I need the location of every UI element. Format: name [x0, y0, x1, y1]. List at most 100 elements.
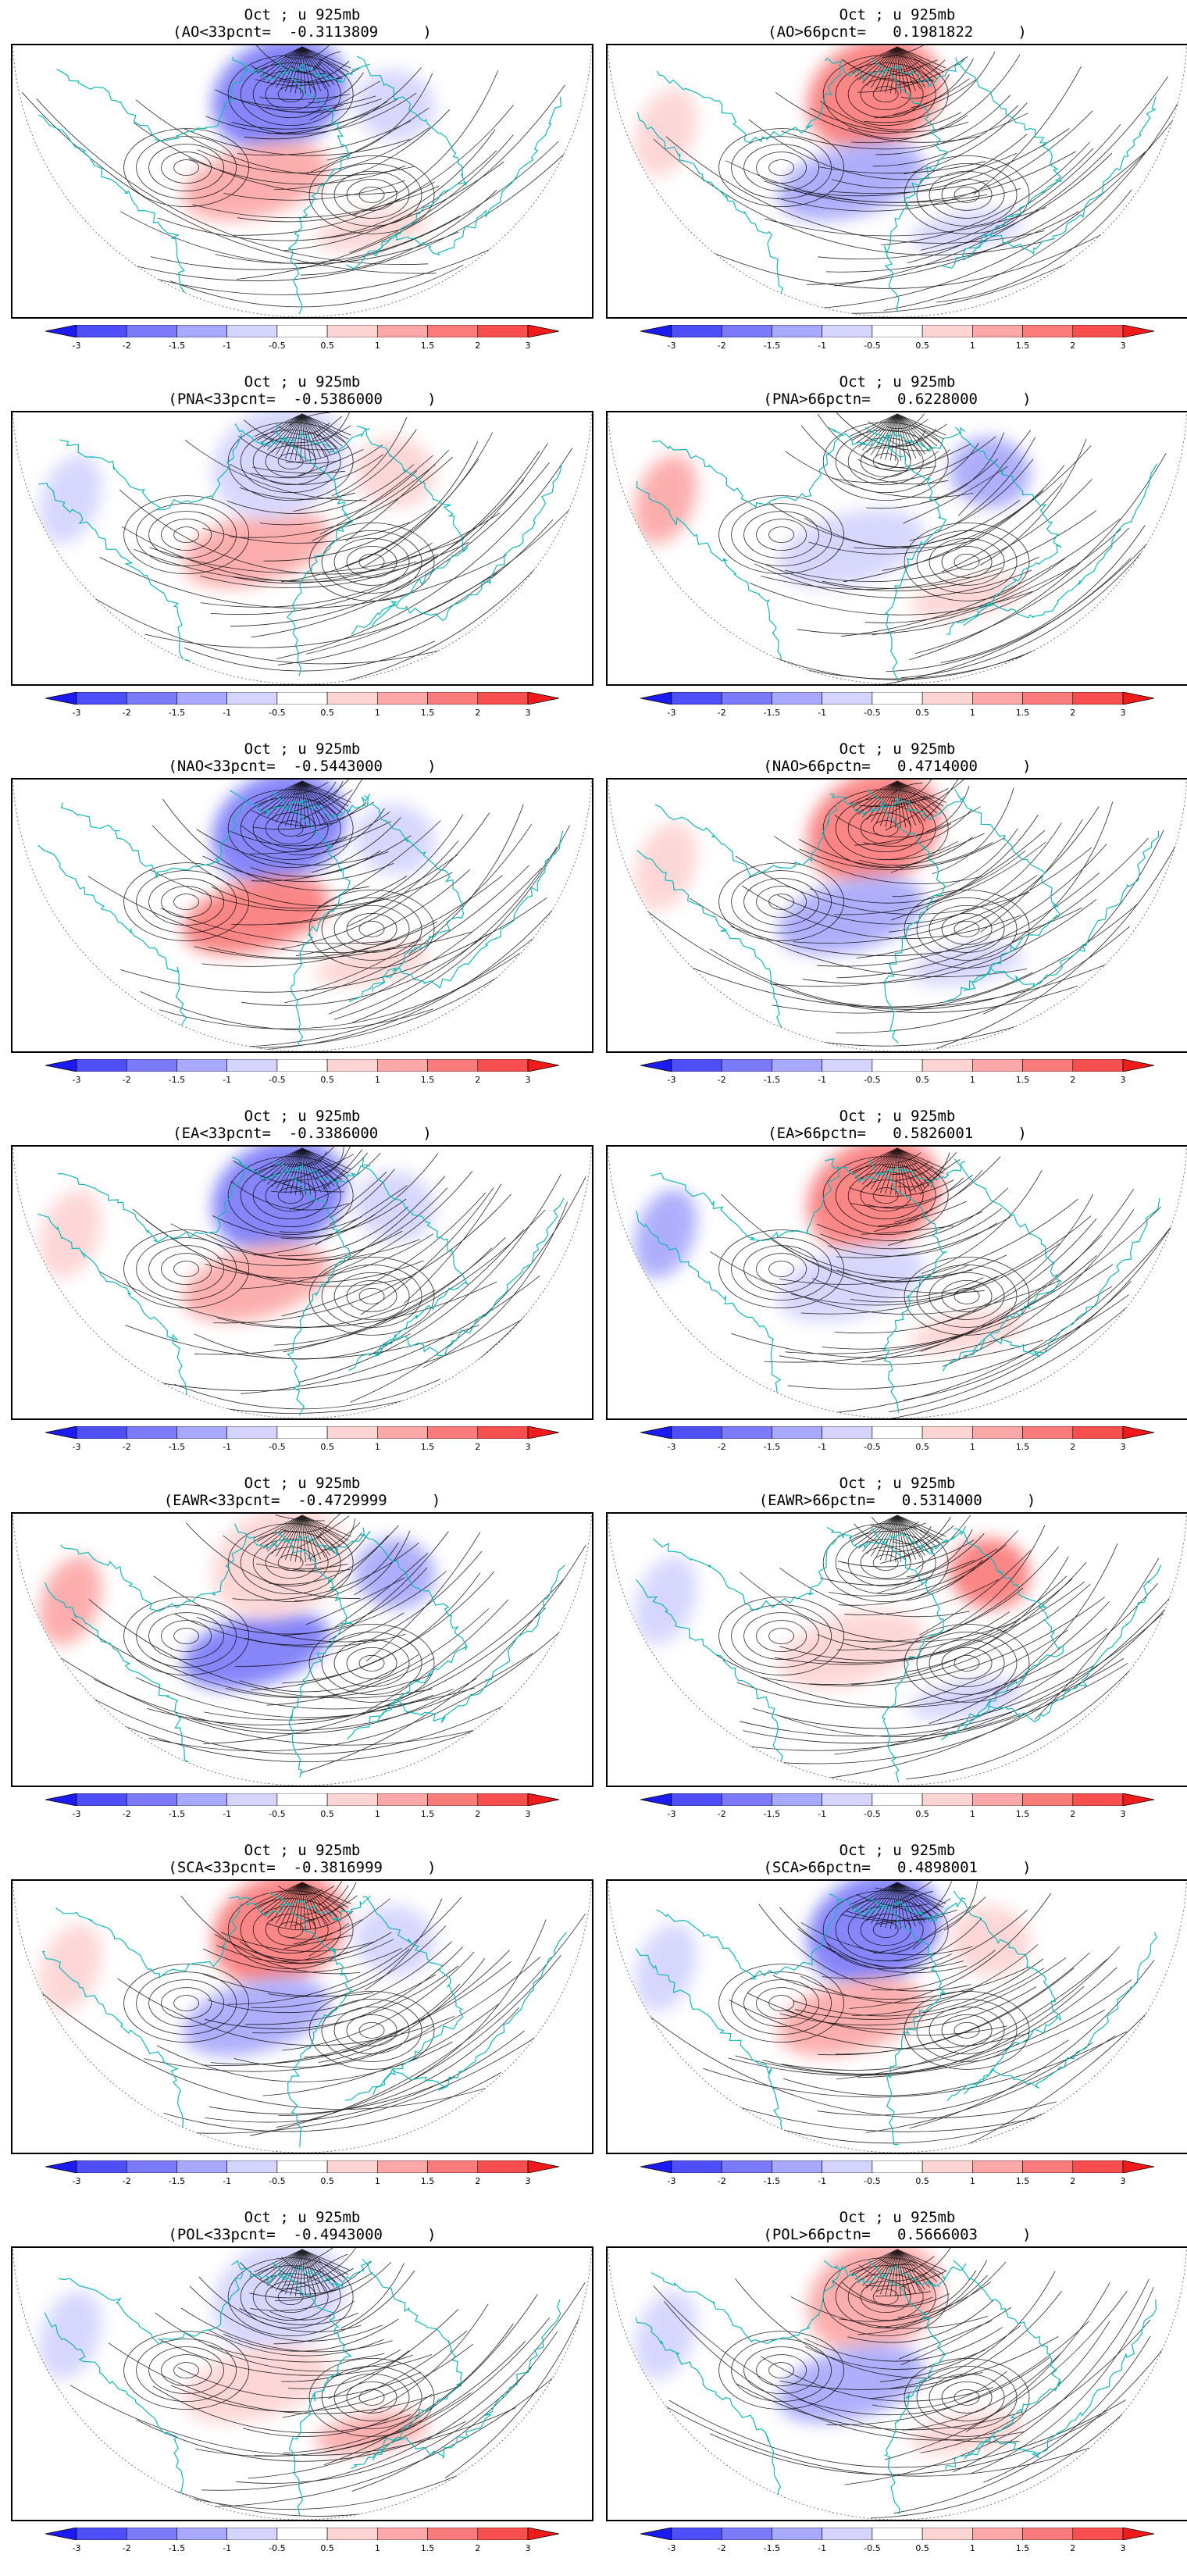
colorbar-tick-label: -0.5 [269, 1075, 286, 1085]
map-panel: Oct ; u 925mb (EAWR<33pcnt= -0.4729999 ) -… [11, 1475, 594, 1842]
colorbar-bin [427, 2160, 479, 2174]
colorbar-tick-label: 2 [475, 1442, 481, 1452]
colorbar-tick-label: 0.5 [915, 1442, 929, 1452]
colorbar-tick-label: -1 [818, 2176, 827, 2186]
colorbar-bin [477, 2160, 529, 2174]
panel-title-line2: (NAO>66pctn= 0.4714000 ) [763, 758, 1032, 775]
panel-title-line2: (AO>66pcnt= 0.1981822 ) [768, 23, 1027, 41]
coastlines [37, 790, 564, 1046]
colorbar-bin [326, 691, 378, 705]
streamline-map [606, 1512, 1187, 1787]
colorbar-tick-label: 3 [525, 1075, 531, 1085]
colorbar-tick-label: -2 [122, 341, 131, 351]
colorbar-bin [772, 1058, 822, 1072]
colorbar-bin [126, 1793, 177, 1807]
colorbar-tick-label: -3 [72, 1075, 81, 1085]
colorbar-tick-label: -1 [818, 1075, 827, 1085]
colorbar-tick-label: -3 [667, 1075, 676, 1085]
colorbar-bin [126, 324, 177, 338]
panel-title-line2: (EAWR>66pctn= 0.5314000 ) [758, 1492, 1036, 1509]
colorbar-bin [671, 1058, 722, 1072]
panel-title-line1: Oct ; u 925mb [244, 373, 361, 391]
colorbar-bin [822, 324, 873, 338]
colorbar-bin [427, 2527, 479, 2541]
colorbar-tick-label: -1 [223, 2543, 232, 2553]
anomaly-pos-pacific [633, 87, 697, 177]
colorbar-tick-label: -1.5 [168, 1442, 186, 1452]
anomaly-neg-pacific [633, 1189, 697, 1279]
colorbar-bin [126, 1058, 177, 1072]
map-panel: Oct ; u 925mb (NAO<33pcnt= -0.5443000 ) -3… [11, 740, 594, 1108]
colorbar-tick-label: 1 [969, 708, 975, 718]
map-panel: Oct ; u 925mb (NAO>66pctn= 0.4714000 ) -3-… [606, 740, 1187, 1108]
map-panel: Oct ; u 925mb (SCA>66pctn= 0.4898001 ) -3-… [606, 1842, 1187, 2209]
map-panel: Oct ; u 925mb (PNA>66pctn= 0.6228000 ) -3-… [606, 373, 1187, 740]
colorbar-tick-label: -3 [72, 341, 81, 351]
streamline-map [606, 44, 1187, 319]
colorbar-bin [176, 1793, 227, 1807]
colorbar-bin [671, 2160, 722, 2174]
anomaly-pos-europe [909, 576, 1025, 619]
colorbar-tick-label: 3 [525, 2176, 531, 2186]
colorbar-bin [377, 1058, 428, 1072]
colorbar-tick-label: 0.5 [320, 1809, 334, 1819]
colorbar-bin [326, 1793, 378, 1807]
anomaly-pos-europe [909, 2411, 1025, 2454]
streamlines [647, 1881, 1167, 2145]
colorbar-tick-label: -1 [818, 708, 827, 718]
colorbar-tick-label: 3 [1120, 708, 1126, 718]
colorbar-bin [1072, 1425, 1124, 1440]
colorbar-bin [822, 2160, 873, 2174]
colorbar-tick-label: 1.5 [420, 1442, 435, 1452]
colorbar [640, 1425, 1155, 1440]
colorbar-tick-label: -3 [667, 1442, 676, 1452]
colorbar-ticks: -3 -2 -1.5 -1 -0.5 0.5 1 1.5 2 3 [640, 708, 1154, 722]
colorbar-tick-label: 3 [525, 708, 531, 718]
map-panel: Oct ; u 925mb (EA<33pcnt= -0.3386000 ) -3-… [11, 1108, 594, 1475]
colorbar-tick-label: -2 [717, 1442, 726, 1452]
colorbar-tick-label: 1.5 [420, 2176, 435, 2186]
colorbar-bin [276, 1793, 328, 1807]
colorbar-bin [226, 2160, 278, 2174]
panel-title-line2: (SCA>66pctn= 0.4898001 ) [763, 1859, 1032, 1876]
colorbar-right-arrow [1122, 2160, 1155, 2174]
coastlines [38, 422, 562, 676]
colorbar-bin [671, 2527, 722, 2541]
colorbar-bin [326, 324, 378, 338]
colorbar-bin [477, 1058, 529, 1072]
colorbar-bin [1022, 1058, 1074, 1072]
colorbar-tick-label: 1.5 [420, 708, 435, 718]
colorbar-tick-label: 2 [1070, 2543, 1076, 2553]
panel-title-line1: Oct ; u 925mb [244, 1475, 361, 1492]
anomaly-pos-europe [314, 209, 430, 252]
streamline-map [11, 778, 594, 1053]
map-panel: Oct ; u 925mb (EA>66pctn= 0.5826001 ) -3 -2… [606, 1108, 1187, 1475]
colorbar-right-arrow [1122, 1058, 1155, 1072]
colorbar-left-arrow [45, 1425, 77, 1440]
colorbar-bin [921, 691, 973, 705]
colorbar-bin [427, 1058, 479, 1072]
colorbar-bin [822, 1058, 873, 1072]
colorbar [640, 2160, 1155, 2174]
colorbar-left-arrow [640, 324, 672, 338]
colorbar-tick-label: -3 [72, 2176, 81, 2186]
streamlines [710, 1147, 1187, 1418]
colorbar-right-arrow [1122, 691, 1155, 705]
colorbar-tick-label: -1 [223, 1442, 232, 1452]
colorbar-bin [772, 1793, 822, 1807]
colorbar-tick-label: -2 [122, 2543, 131, 2553]
colorbar-tick-label: 0.5 [915, 2176, 929, 2186]
colorbar [640, 1058, 1155, 1072]
colorbar-bin [276, 1058, 328, 1072]
colorbar [45, 691, 560, 705]
colorbar-tick-label: 2 [475, 341, 481, 351]
colorbar-tick-label: -0.5 [269, 2176, 286, 2186]
streamlines [21, 45, 592, 308]
colorbar-tick-label: -2 [122, 1075, 131, 1085]
colorbar-bin [721, 324, 772, 338]
colorbar-tick-label: 3 [1120, 1809, 1126, 1819]
colorbar-tick-label: 2 [475, 1075, 481, 1085]
colorbar-bin [1022, 2527, 1074, 2541]
colorbar-bin [822, 1425, 873, 1440]
colorbar-tick-label: -0.5 [269, 341, 286, 351]
